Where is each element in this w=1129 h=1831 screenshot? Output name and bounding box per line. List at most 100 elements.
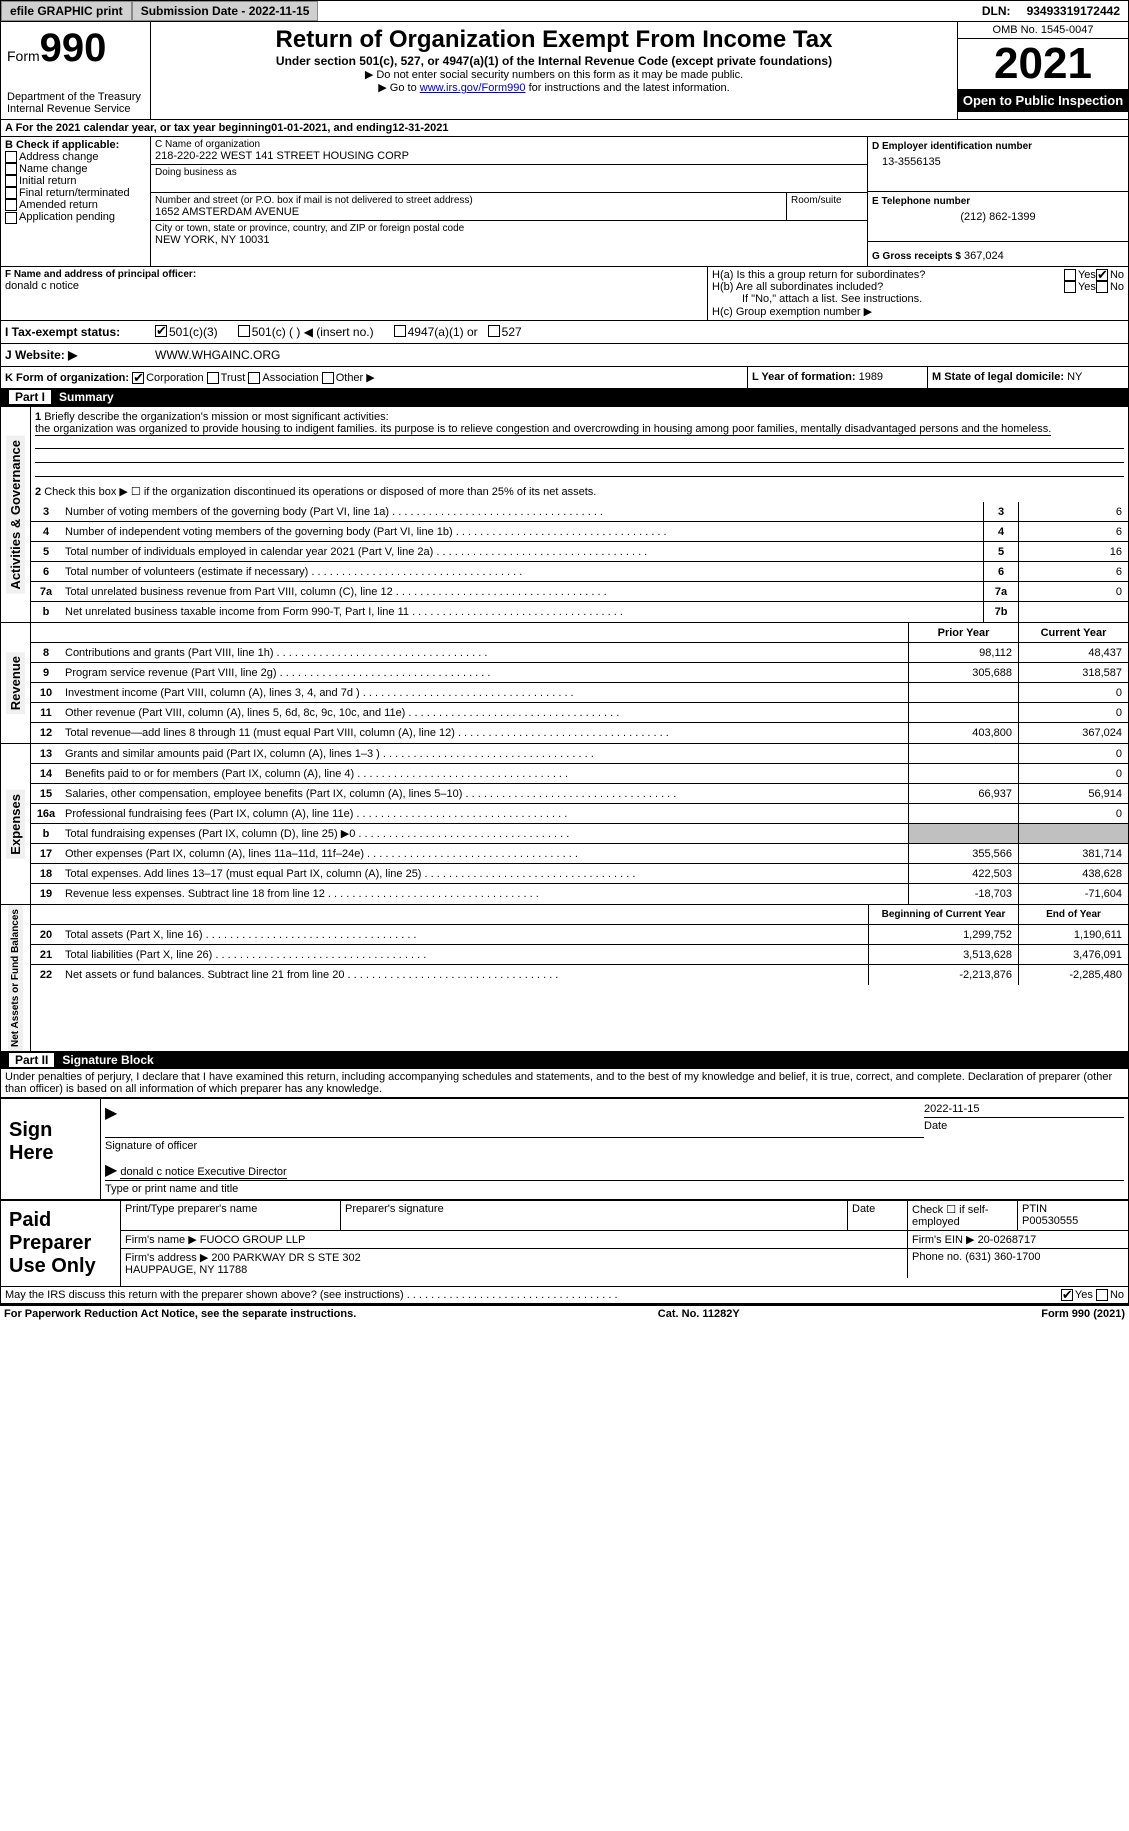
line-box: 6 <box>983 562 1018 581</box>
phone-val: (631) 360-1700 <box>965 1251 1040 1263</box>
efile-button[interactable]: efile GRAPHIC print <box>1 1 132 21</box>
line-text: Total fundraising expenses (Part IX, col… <box>61 825 908 842</box>
prior-val: 98,112 <box>908 643 1018 662</box>
side-expenses: Expenses <box>6 790 25 859</box>
prior-val <box>908 683 1018 702</box>
m-val: NY <box>1067 371 1082 383</box>
ein-label: Firm's EIN ▶ <box>912 1234 975 1246</box>
netassets-section: Net Assets or Fund Balances Beginning of… <box>0 904 1129 1051</box>
line-text: Total unrelated business revenue from Pa… <box>61 584 983 600</box>
ha-no[interactable] <box>1096 269 1108 281</box>
line-num: 4 <box>31 524 61 540</box>
chk-final[interactable] <box>5 187 17 199</box>
prior-val: 355,566 <box>908 844 1018 863</box>
expenses-section: Expenses 13 Grants and similar amounts p… <box>0 743 1129 904</box>
b-final: Final return/terminated <box>19 187 130 199</box>
sign-here-section: Sign Here ▶ Signature of officer 2022-11… <box>0 1097 1129 1200</box>
k-opt3: Other ▶ <box>336 372 375 384</box>
side-activities: Activities & Governance <box>6 436 25 594</box>
k-assoc[interactable] <box>248 372 260 384</box>
line-text: Net assets or fund balances. Subtract li… <box>61 967 868 983</box>
hb-yes[interactable] <box>1064 281 1076 293</box>
discuss-text: May the IRS discuss this return with the… <box>5 1289 1061 1301</box>
irs-link[interactable]: www.irs.gov/Form990 <box>420 82 526 94</box>
f-label: F Name and address of principal officer: <box>5 269 703 280</box>
prior-val: 3,513,628 <box>868 945 1018 964</box>
hc-label: H(c) Group exemption number ▶ <box>712 305 1124 318</box>
i-501c3[interactable] <box>155 325 167 337</box>
section-bcdefg: B Check if applicable: Address change Na… <box>0 136 1129 266</box>
hb-no[interactable] <box>1096 281 1108 293</box>
e-label: E Telephone number <box>872 196 1124 207</box>
line-j: J Website: ▶ WWW.WHGAINC.ORG <box>0 343 1129 366</box>
i-501c[interactable] <box>238 325 250 337</box>
chk-name[interactable] <box>5 163 17 175</box>
c-city-label: City or town, state or province, country… <box>155 223 863 234</box>
penalties-text: Under penalties of perjury, I declare th… <box>0 1069 1129 1097</box>
curr-val: 0 <box>1018 804 1128 823</box>
c-addr-label: Number and street (or P.O. box if mail i… <box>155 195 782 206</box>
k-opt0: Corporation <box>146 372 203 384</box>
prep-h5: PTIN <box>1022 1203 1047 1215</box>
line-text: Salaries, other compensation, employee b… <box>61 786 908 802</box>
k-other[interactable] <box>322 372 334 384</box>
line-text: Total liabilities (Part X, line 26) <box>61 947 868 963</box>
curr-val: -71,604 <box>1018 884 1128 904</box>
curr-val: 438,628 <box>1018 864 1128 883</box>
curr-val: 0 <box>1018 683 1128 702</box>
chk-pending[interactable] <box>5 212 17 224</box>
line-box: 5 <box>983 542 1018 561</box>
tax-year: 2021 <box>958 39 1128 89</box>
l2-text: Check this box ▶ ☐ if the organization d… <box>44 486 596 498</box>
curr-val: -2,285,480 <box>1018 965 1128 985</box>
chk-address[interactable] <box>5 151 17 163</box>
summary-line: 7a Total unrelated business revenue from… <box>31 582 1128 602</box>
line-box: 4 <box>983 522 1018 541</box>
line-num: 20 <box>31 927 61 943</box>
k-trust[interactable] <box>207 372 219 384</box>
sig-name-label: Type or print name and title <box>105 1183 238 1195</box>
i-527[interactable] <box>488 325 500 337</box>
b-pending: Application pending <box>19 211 115 223</box>
curr-val: 0 <box>1018 703 1128 722</box>
curr-val: 0 <box>1018 764 1128 783</box>
line-i: I Tax-exempt status: 501(c)(3) 501(c) ( … <box>0 320 1129 343</box>
data-line: 14 Benefits paid to or for members (Part… <box>31 764 1128 784</box>
line-text: Net unrelated business taxable income fr… <box>61 604 983 620</box>
k-opt1: Trust <box>221 372 246 384</box>
data-line: 8 Contributions and grants (Part VIII, l… <box>31 643 1128 663</box>
d-label: D Employer identification number <box>872 141 1124 152</box>
b-name-change: Name change <box>19 163 88 175</box>
line-text: Total number of individuals employed in … <box>61 544 983 560</box>
curr-val: 367,024 <box>1018 723 1128 743</box>
line-num: b <box>31 826 61 842</box>
data-line: 11 Other revenue (Part VIII, column (A),… <box>31 703 1128 723</box>
l1-text: the organization was organized to provid… <box>35 423 1051 436</box>
c-name-label: C Name of organization <box>155 139 863 150</box>
arrow-icon: ▶ <box>105 1105 117 1122</box>
form-word: Form <box>7 48 40 64</box>
b-column: B Check if applicable: Address change Na… <box>1 137 151 266</box>
chk-amended[interactable] <box>5 199 17 211</box>
ein-val: 20-0268717 <box>978 1234 1037 1246</box>
line-num: 17 <box>31 846 61 862</box>
dln-value: 93493319172442 <box>1019 2 1128 20</box>
part2-num: Part II <box>9 1053 54 1067</box>
discuss-yes[interactable] <box>1061 1289 1073 1301</box>
line-num: 11 <box>31 705 61 721</box>
sig-date: 2022-11-15 <box>924 1103 1124 1115</box>
data-line: 12 Total revenue—add lines 8 through 11 … <box>31 723 1128 743</box>
i-4947[interactable] <box>394 325 406 337</box>
discuss-no[interactable] <box>1096 1289 1108 1301</box>
ha-yes[interactable] <box>1064 269 1076 281</box>
data-line: b Total fundraising expenses (Part IX, c… <box>31 824 1128 844</box>
firm-label: Firm's name ▶ <box>125 1234 197 1246</box>
d-val: 13-3556135 <box>872 152 1124 168</box>
chk-initial[interactable] <box>5 175 17 187</box>
submission-button[interactable]: Submission Date - 2022-11-15 <box>132 1 319 21</box>
data-line: 20 Total assets (Part X, line 16) 1,299,… <box>31 925 1128 945</box>
line-num: 5 <box>31 544 61 560</box>
line-num: 7a <box>31 584 61 600</box>
k-corp[interactable] <box>132 372 144 384</box>
line-num: 15 <box>31 786 61 802</box>
